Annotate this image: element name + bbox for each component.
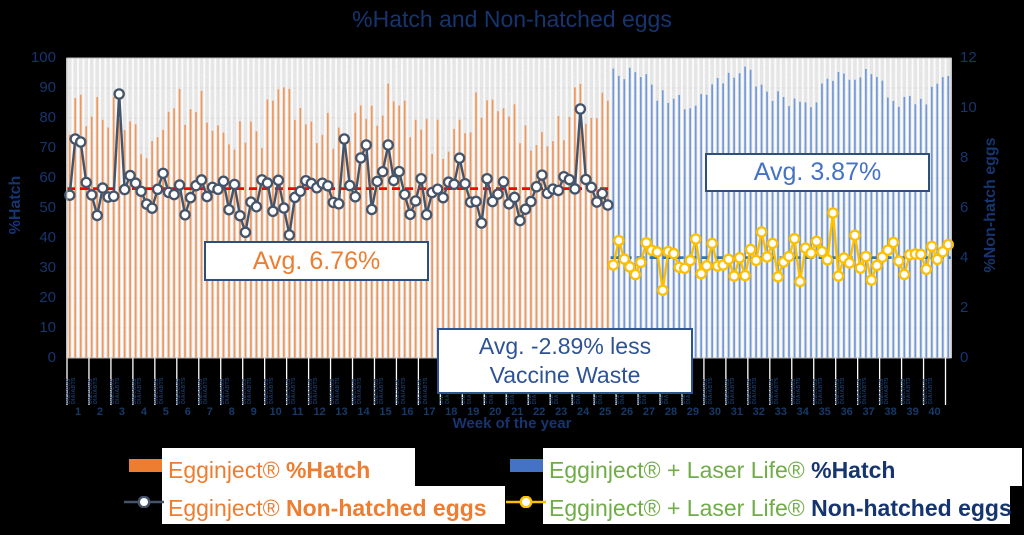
svg-text:%Non-hatch eggs: %Non-hatch eggs (982, 137, 999, 272)
svg-text:%Hatch: %Hatch (7, 176, 24, 235)
